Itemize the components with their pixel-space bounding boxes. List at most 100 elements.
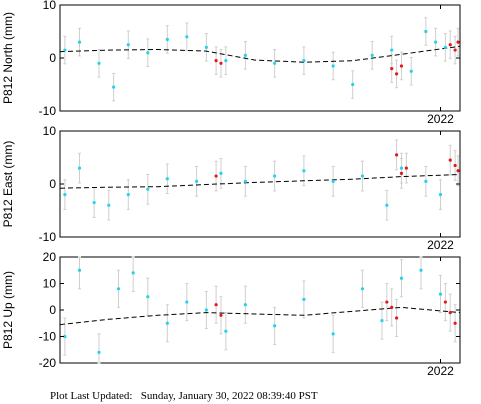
recent-data-point — [448, 158, 452, 162]
recent-data-point — [448, 43, 452, 47]
panel-east: -10 0 10 2022 P812 East (mm) — [1, 124, 461, 252]
recent-data-point — [404, 166, 408, 170]
plot-frame-up — [59, 256, 461, 364]
data-point — [224, 59, 228, 63]
data-point — [224, 329, 228, 333]
data-point — [126, 43, 130, 47]
data-point — [399, 166, 404, 170]
recent-data-point — [214, 174, 218, 178]
y-tick-label: -20 — [39, 356, 57, 370]
data-point — [443, 45, 447, 50]
y-tick-label: -10 — [39, 104, 57, 118]
points-east — [63, 153, 460, 207]
data-point — [331, 179, 335, 183]
plot-frame-north — [59, 4, 461, 112]
recent-data-point — [390, 67, 394, 71]
plot-updated-footer: Plot Last Updated: Sunday, January 30, 2… — [50, 390, 318, 402]
recent-data-point — [394, 153, 399, 157]
trend-line-north — [59, 45, 461, 63]
ticks-east: -10 0 10 2022 — [39, 124, 460, 252]
ticks-north: -10 0 10 2022 — [39, 0, 460, 126]
data-point — [243, 179, 247, 183]
data-point — [419, 268, 423, 272]
points-up — [63, 268, 457, 354]
data-point — [424, 29, 428, 34]
data-point — [112, 85, 116, 89]
errorbars-up — [63, 256, 457, 364]
data-point — [185, 300, 189, 304]
data-point — [273, 324, 277, 328]
recent-data-point — [399, 171, 404, 175]
y-tick-label: 0 — [49, 303, 56, 317]
recent-data-point — [399, 64, 404, 68]
recent-data-point — [394, 316, 399, 320]
recent-data-point — [214, 59, 218, 63]
data-point — [331, 64, 335, 68]
data-point — [385, 203, 389, 207]
data-point — [97, 350, 101, 354]
y-axis-label-north: P812 North (mm) — [1, 12, 15, 104]
x-tick-label: 2022 — [427, 238, 454, 252]
data-point — [273, 174, 277, 178]
recent-data-point — [219, 61, 223, 65]
recent-data-point — [385, 300, 389, 304]
data-point — [146, 51, 150, 55]
data-point — [302, 297, 306, 301]
trend-line-east — [59, 174, 461, 189]
ticks-up: -20 -10 0 10 20 2022 — [39, 250, 460, 378]
errorbars-north — [63, 17, 460, 102]
data-point — [194, 179, 199, 183]
data-point — [390, 48, 394, 52]
data-point — [63, 48, 67, 52]
y-tick-label: 10 — [43, 277, 57, 291]
panel-north: -10 0 10 2022 P812 North (mm) — [1, 0, 461, 126]
data-point — [107, 203, 111, 207]
data-point — [438, 292, 443, 296]
y-tick-label: -10 — [39, 230, 57, 244]
data-point — [302, 59, 306, 63]
data-point — [399, 276, 404, 280]
y-tick-label: 10 — [43, 0, 57, 12]
y-tick-label: -10 — [39, 330, 57, 344]
recent-data-point — [453, 48, 457, 52]
y-tick-label: 10 — [43, 124, 57, 138]
data-point — [204, 308, 208, 312]
points-north — [63, 29, 460, 89]
recent-data-point — [456, 169, 460, 173]
recent-data-point — [214, 303, 218, 307]
x-tick-label: 2022 — [427, 112, 454, 126]
data-point — [243, 53, 247, 57]
y-tick-label: 20 — [43, 250, 57, 264]
errorbars-east — [63, 139, 460, 221]
data-point — [165, 321, 169, 325]
recent-data-point — [448, 311, 452, 315]
data-point — [77, 268, 82, 272]
data-point — [116, 287, 121, 291]
data-point — [131, 271, 135, 275]
plot-frame-east — [59, 130, 461, 238]
y-axis-label-east: P812 East (mm) — [1, 141, 15, 228]
recent-data-point — [219, 313, 223, 317]
data-point — [351, 82, 355, 87]
data-point — [273, 61, 277, 65]
panel-up: -20 -10 0 10 20 2022 P812 Up (mm) — [1, 250, 461, 378]
data-point — [424, 179, 428, 183]
data-point — [204, 45, 208, 50]
y-tick-label: 0 — [49, 177, 56, 191]
recent-data-point — [443, 300, 447, 304]
data-point — [126, 193, 130, 197]
data-point — [63, 193, 67, 197]
data-point — [219, 171, 223, 175]
data-point — [331, 332, 335, 336]
x-tick-label: 2022 — [427, 364, 454, 378]
data-point — [77, 166, 82, 170]
data-point — [185, 35, 189, 39]
recent-data-point — [394, 72, 399, 76]
data-point — [165, 37, 169, 42]
data-point — [360, 287, 365, 291]
data-point — [434, 40, 438, 44]
data-point — [360, 174, 365, 178]
data-point — [146, 295, 150, 299]
y-axis-label-up: P812 Up (mm) — [1, 271, 15, 349]
